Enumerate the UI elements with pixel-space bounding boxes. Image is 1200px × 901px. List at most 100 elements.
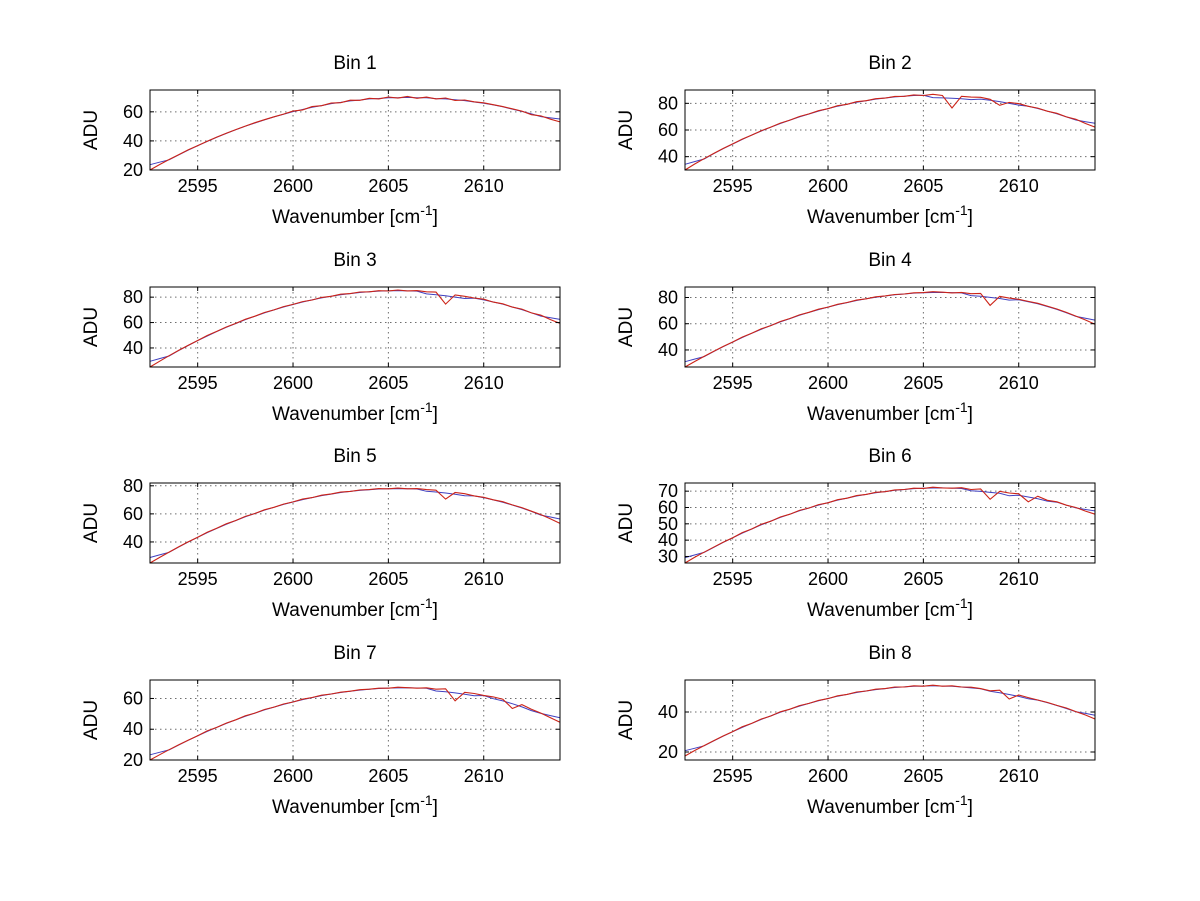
subplot-bin-3: 2595 2600 2605 2610 40 60 80 Bin 3 ADU Wavenumber… [55,242,595,439]
x-tick-label: 2605 [368,373,408,393]
subplot-bin-7: 2595 2600 2605 2610 20 40 60 Bin 7 ADU Wavenumber… [55,635,595,832]
x-tick-label: 2600 [808,176,848,196]
y-axis-label: ADU [81,503,102,543]
subplot-bin-5: 2595 2600 2605 2610 40 60 80 Bin 5 ADU Wavenumber… [55,438,595,635]
y-tick-label: 20 [123,160,143,180]
x-tick-label: 2605 [368,176,408,196]
series-line [684,486,1096,564]
y-axis-label: ADU [81,110,102,150]
x-tick-label: 2595 [713,569,753,589]
subplot-title: Bin 3 [333,250,376,271]
y-axis-label: ADU [616,110,637,150]
x-tick-label: 2600 [273,373,313,393]
y-tick-label: 20 [123,750,143,770]
x-tick-label: 2605 [903,373,943,393]
x-axis-label: Wavenumber [cm-1] [807,595,973,621]
y-tick-label: 30 [658,546,678,566]
x-tick-label: 2595 [178,373,218,393]
x-tick-label: 2605 [368,569,408,589]
x-tick-label: 2610 [999,766,1039,786]
y-tick-label: 40 [658,530,678,550]
y-tick-label: 40 [658,702,678,722]
plot-svg-bin-5: 2595 2600 2605 2610 40 60 80 Bin 5 ADU Wavenumber… [81,446,561,621]
series-line [684,684,1096,757]
y-tick-label: 50 [658,514,678,534]
subplot-title: Bin 1 [333,53,376,74]
y-tick-label: 60 [658,497,678,517]
subplot-bin-4: 2595 2600 2605 2610 40 60 80 Bin 4 ADU Wavenumber… [590,242,1130,439]
y-tick-label: 60 [123,688,143,708]
plot-svg-bin-8: 2595 2600 2605 2610 20 40 Bin 8 ADU Wavenumber [… [616,643,1096,818]
x-axis-label: Wavenumber [cm-1] [272,399,438,425]
plot-svg-bin-2: 2595 2600 2605 2610 40 60 80 Bin 2 ADU Wavenumber… [616,53,1096,228]
y-tick-label: 40 [123,532,143,552]
axes-box [149,679,561,761]
y-tick-label: 60 [123,313,143,333]
x-tick-label: 2595 [178,766,218,786]
x-tick-label: 2595 [713,373,753,393]
x-tick-label: 2600 [808,569,848,589]
x-axis-label: Wavenumber [cm-1] [272,792,438,818]
x-tick-label: 2600 [273,176,313,196]
subplot-title: Bin 4 [868,250,912,271]
x-tick-label: 2610 [999,176,1039,196]
x-tick-label: 2600 [273,766,313,786]
y-axis-label: ADU [616,503,637,543]
subplot-bin-8: 2595 2600 2605 2610 20 40 Bin 8 ADU Wavenumber [… [590,635,1130,832]
series-underlay-line [149,290,561,362]
y-tick-label: 80 [123,476,143,496]
y-tick-label: 40 [123,338,143,358]
series-line [149,95,561,171]
x-tick-label: 2600 [273,569,313,589]
x-tick-label: 2595 [178,569,218,589]
x-tick-label: 2610 [464,766,504,786]
y-tick-label: 60 [123,102,143,122]
axes-box [149,482,561,564]
subplot-title: Bin 8 [868,643,911,664]
x-tick-label: 2610 [999,569,1039,589]
plot-svg-bin-1: 2595 2600 2605 2610 20 40 60 Bin 1 ADU Wavenumber… [81,53,561,228]
y-tick-label: 70 [658,481,678,501]
axes-box [684,482,1096,564]
y-axis-label: ADU [616,700,637,740]
x-tick-label: 2600 [808,373,848,393]
series-underlay-line [684,685,1096,752]
x-tick-label: 2605 [903,766,943,786]
x-tick-label: 2605 [903,176,943,196]
y-axis-label: ADU [616,307,637,347]
x-tick-label: 2605 [368,766,408,786]
series-underlay-line [149,488,561,558]
subplot-bin-1: 2595 2600 2605 2610 20 40 60 Bin 1 ADU Wavenumber… [55,45,595,242]
plot-svg-bin-7: 2595 2600 2605 2610 20 40 60 Bin 7 ADU Wavenumber… [81,643,561,818]
y-tick-label: 40 [658,147,678,167]
subplot-bin-6: 2595 2600 2605 2610 30 40 50 60 70 Bin 6 ADU Wavenu… [590,438,1130,635]
subplot-title: Bin 7 [333,643,376,664]
x-axis-label: Wavenumber [cm-1] [272,202,438,228]
subplot-title: Bin 5 [333,446,376,467]
x-tick-label: 2605 [903,569,943,589]
x-tick-label: 2610 [464,569,504,589]
x-tick-label: 2595 [713,176,753,196]
x-axis-label: Wavenumber [cm-1] [807,399,973,425]
axes-box [684,286,1096,368]
x-axis-label: Wavenumber [cm-1] [807,792,973,818]
subplot-bin-2: 2595 2600 2605 2610 40 60 80 Bin 2 ADU Wavenumber… [590,45,1130,242]
x-axis-label: Wavenumber [cm-1] [272,595,438,621]
y-tick-label: 20 [658,742,678,762]
series-line [149,487,561,564]
y-axis-label: ADU [81,700,102,740]
plot-svg-bin-4: 2595 2600 2605 2610 40 60 80 Bin 4 ADU Wavenumber… [616,250,1096,425]
series-line [149,289,561,368]
x-tick-label: 2600 [808,766,848,786]
series-underlay-line [149,96,561,166]
y-tick-label: 80 [658,93,678,113]
subplot-title: Bin 2 [868,53,911,74]
x-tick-label: 2595 [713,766,753,786]
x-tick-label: 2610 [999,373,1039,393]
axes-box [684,679,1096,761]
axes-box [149,89,561,171]
axes-box [149,286,561,368]
x-tick-label: 2595 [178,176,218,196]
